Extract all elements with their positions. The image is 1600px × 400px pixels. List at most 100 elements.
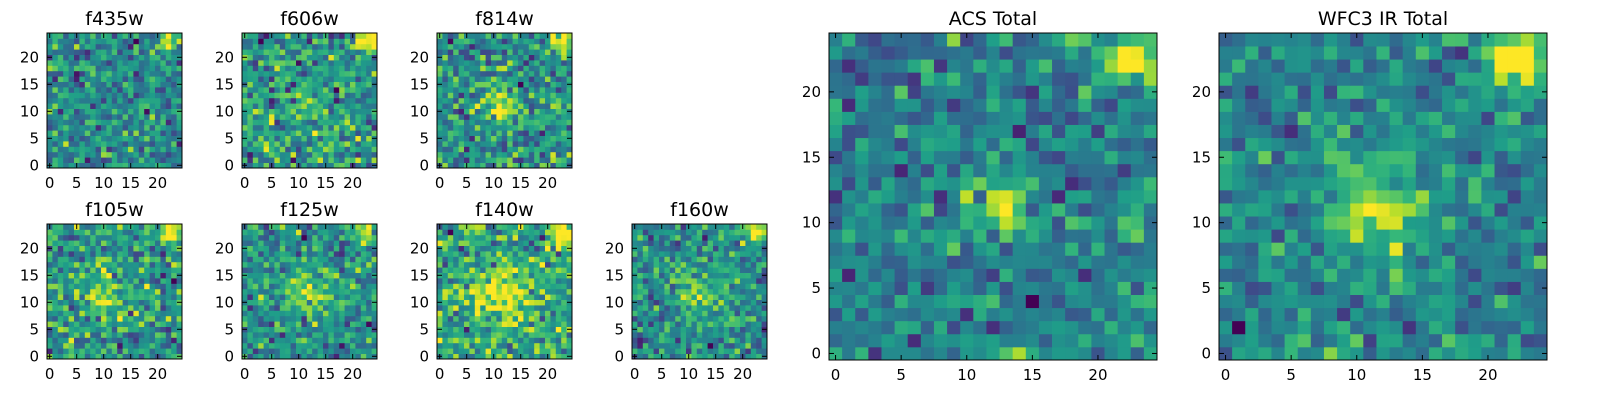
heatmap-cell [512, 310, 519, 317]
heatmap-cell [371, 283, 378, 290]
heatmap-cell [539, 251, 546, 257]
heatmap-cell [111, 70, 118, 77]
heatmap-cell [176, 229, 183, 236]
heatmap-cell [274, 224, 281, 230]
heatmap-cell [79, 229, 86, 236]
heatmap-cell [648, 299, 654, 306]
heatmap-cell [339, 60, 345, 66]
heatmap-cell [242, 157, 248, 163]
heatmap-cell [566, 146, 573, 153]
heatmap-cell [279, 103, 286, 109]
heatmap-cell [133, 124, 140, 131]
heatmap-cell [360, 141, 367, 147]
heatmap-cell [247, 70, 254, 77]
heatmap-cell [458, 315, 465, 322]
heatmap-cell [491, 119, 497, 126]
heatmap-cell [1012, 203, 1027, 217]
heatmap-cell [761, 321, 768, 327]
heatmap-cell [52, 38, 59, 45]
heatmap-cell [323, 124, 329, 131]
y-tick-label: 10 [20, 102, 39, 120]
heatmap-cell [545, 81, 551, 88]
heatmap-cell [122, 332, 129, 338]
heatmap-cell [366, 245, 372, 252]
heatmap-cell [350, 43, 356, 50]
heatmap-cell [453, 278, 459, 284]
heatmap-cell [111, 87, 118, 93]
heatmap-cell [469, 33, 476, 39]
heatmap-cell [350, 267, 356, 273]
heatmap-cell [350, 305, 356, 311]
heatmap-cell [881, 255, 895, 269]
heatmap-cell [350, 124, 356, 131]
heatmap-cell [999, 176, 1014, 191]
heatmap-cell [973, 307, 987, 322]
heatmap-cell [907, 203, 922, 217]
heatmap-cell [149, 294, 156, 300]
heatmap-cell [464, 348, 470, 354]
heatmap-cell [528, 315, 535, 322]
heatmap-cell [485, 353, 492, 360]
heatmap-cell [57, 33, 64, 39]
heatmap-cell [1038, 163, 1053, 178]
heatmap-cell [829, 294, 843, 309]
heatmap-cell [539, 114, 546, 120]
heatmap-cell [52, 146, 59, 153]
heatmap-cell [561, 342, 567, 349]
heatmap-cell [447, 332, 454, 338]
heatmap-cell [279, 33, 286, 39]
heatmap-cell [165, 348, 172, 354]
heatmap-cell [713, 251, 719, 257]
heatmap-cell [57, 326, 64, 333]
heatmap-cell [518, 305, 524, 311]
heatmap-cell [474, 60, 481, 66]
heatmap-cell [171, 278, 177, 284]
heatmap-cell [176, 146, 183, 153]
heatmap-cell [648, 229, 654, 236]
heatmap-cell [474, 337, 481, 344]
heatmap-cell [68, 240, 75, 246]
heatmap-cell [518, 87, 524, 93]
heatmap-cell [491, 305, 497, 311]
heatmap-cell [242, 305, 248, 311]
heatmap-cell [285, 288, 291, 295]
heatmap-cell [734, 278, 741, 284]
heatmap-cell [274, 124, 281, 131]
heatmap-cell [999, 150, 1014, 165]
heatmap-cell [323, 97, 329, 104]
heatmap-cell [691, 234, 698, 241]
heatmap-cell [480, 229, 486, 236]
heatmap-cell [258, 326, 264, 333]
heatmap-cell [491, 76, 497, 82]
heatmap-cell [52, 92, 59, 99]
heatmap-cell [117, 135, 123, 142]
heatmap-cell [702, 256, 708, 263]
heatmap-cell [637, 310, 644, 317]
heatmap-cell [691, 321, 698, 327]
heatmap-cell [90, 162, 96, 169]
heatmap-cell [480, 261, 486, 268]
heatmap-cell [133, 326, 140, 333]
heatmap-cell [344, 342, 351, 349]
heatmap-cell [301, 342, 308, 349]
heatmap-cell [518, 310, 524, 317]
heatmap-cell [133, 278, 140, 284]
heatmap-cell [458, 81, 465, 88]
heatmap-cell [285, 87, 291, 93]
heatmap-cell [718, 251, 725, 257]
heatmap-cell [1143, 268, 1158, 282]
heatmap-cell [371, 267, 378, 273]
heatmap-cell [642, 229, 649, 236]
heatmap-cell [1143, 229, 1158, 243]
heatmap-cell [696, 261, 703, 268]
heatmap-cell [675, 342, 681, 349]
heatmap-cell [507, 108, 513, 115]
x-tick-label: 5 [657, 365, 667, 383]
heatmap-cell [528, 162, 535, 169]
heatmap-cell [550, 87, 557, 93]
heatmap-cell [68, 234, 75, 241]
heatmap-cell [333, 130, 340, 136]
heatmap-cell [480, 256, 486, 263]
heatmap-cell [555, 299, 562, 306]
heatmap-cell [1117, 189, 1132, 204]
